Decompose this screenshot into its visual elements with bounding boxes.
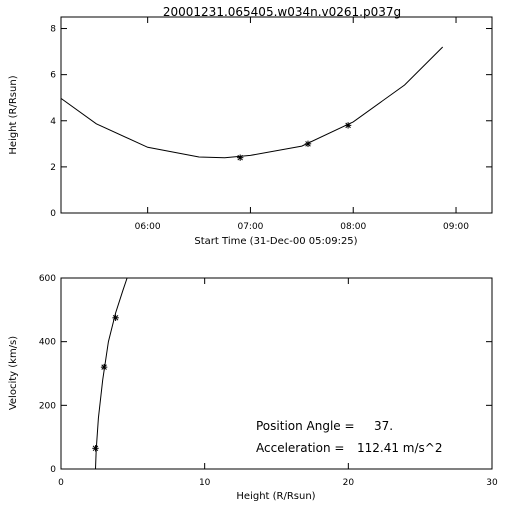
height-time-y-axis-label: Height (R/Rsun) [8,75,19,154]
height-time-y-tick-label: 6 [50,71,56,81]
acceleration-label: Acceleration = [256,441,344,455]
height-time-plot-frame [60,16,493,214]
height-time-y-tick-label: 0 [50,209,56,219]
height-time-y-tick-label: 2 [50,163,56,173]
height-time-fit-curve [60,46,444,159]
height-time-data-point [304,140,312,148]
height-time-y-tick-label: 4 [50,117,56,127]
velocity-height-y-tick-label: 200 [39,401,56,411]
acceleration-value: 112.41 m/s^2 [357,441,442,455]
velocity-height-x-tick-label: 10 [199,478,211,488]
velocity-height-x-axis-label: Height (R/Rsun) [236,491,315,502]
velocity-height-y-axis-label: Velocity (km/s) [8,336,19,410]
velocity-height-y-tick-label: 0 [50,465,56,475]
velocity-height-x-tick-label: 20 [343,478,355,488]
height-time-chart: 06:00 07:00 08:00 09:00 0 2 4 6 8 Start Time (31… [8,16,493,247]
height-time-data-point [344,122,352,129]
height-time-x-tick-label: 07:00 [237,222,263,232]
velocity-height-y-tick-label: 400 [39,338,56,348]
velocity-height-x-tick-label: 0 [58,478,64,488]
position-angle-value: 37. [374,419,393,433]
velocity-height-chart: 0 10 20 30 0 200 400 600 Height (R/Rsun) Veloci… [8,274,498,502]
velocity-height-data-point [100,363,108,371]
velocity-height-plot-frame [60,277,493,470]
height-time-x-tick-label: 08:00 [340,222,366,232]
velocity-height-data-point [112,314,119,321]
velocity-height-x-tick-label: 30 [486,478,498,488]
velocity-height-y-tick-label: 600 [39,274,56,284]
height-time-x-axis-label: Start Time (31-Dec-00 05:09:25) [194,236,357,247]
velocity-height-data-point [92,445,99,452]
height-time-y-tick-label: 8 [50,25,56,35]
figure-title: 20001231.065405.w034n.v0261.p037g [163,5,401,19]
height-time-x-tick-label: 09:00 [443,222,469,232]
height-time-x-tick-label: 06:00 [135,222,161,232]
velocity-height-fit-curve [95,277,128,470]
position-angle-label: Position Angle = [256,419,355,433]
height-time-data-point [236,154,244,161]
